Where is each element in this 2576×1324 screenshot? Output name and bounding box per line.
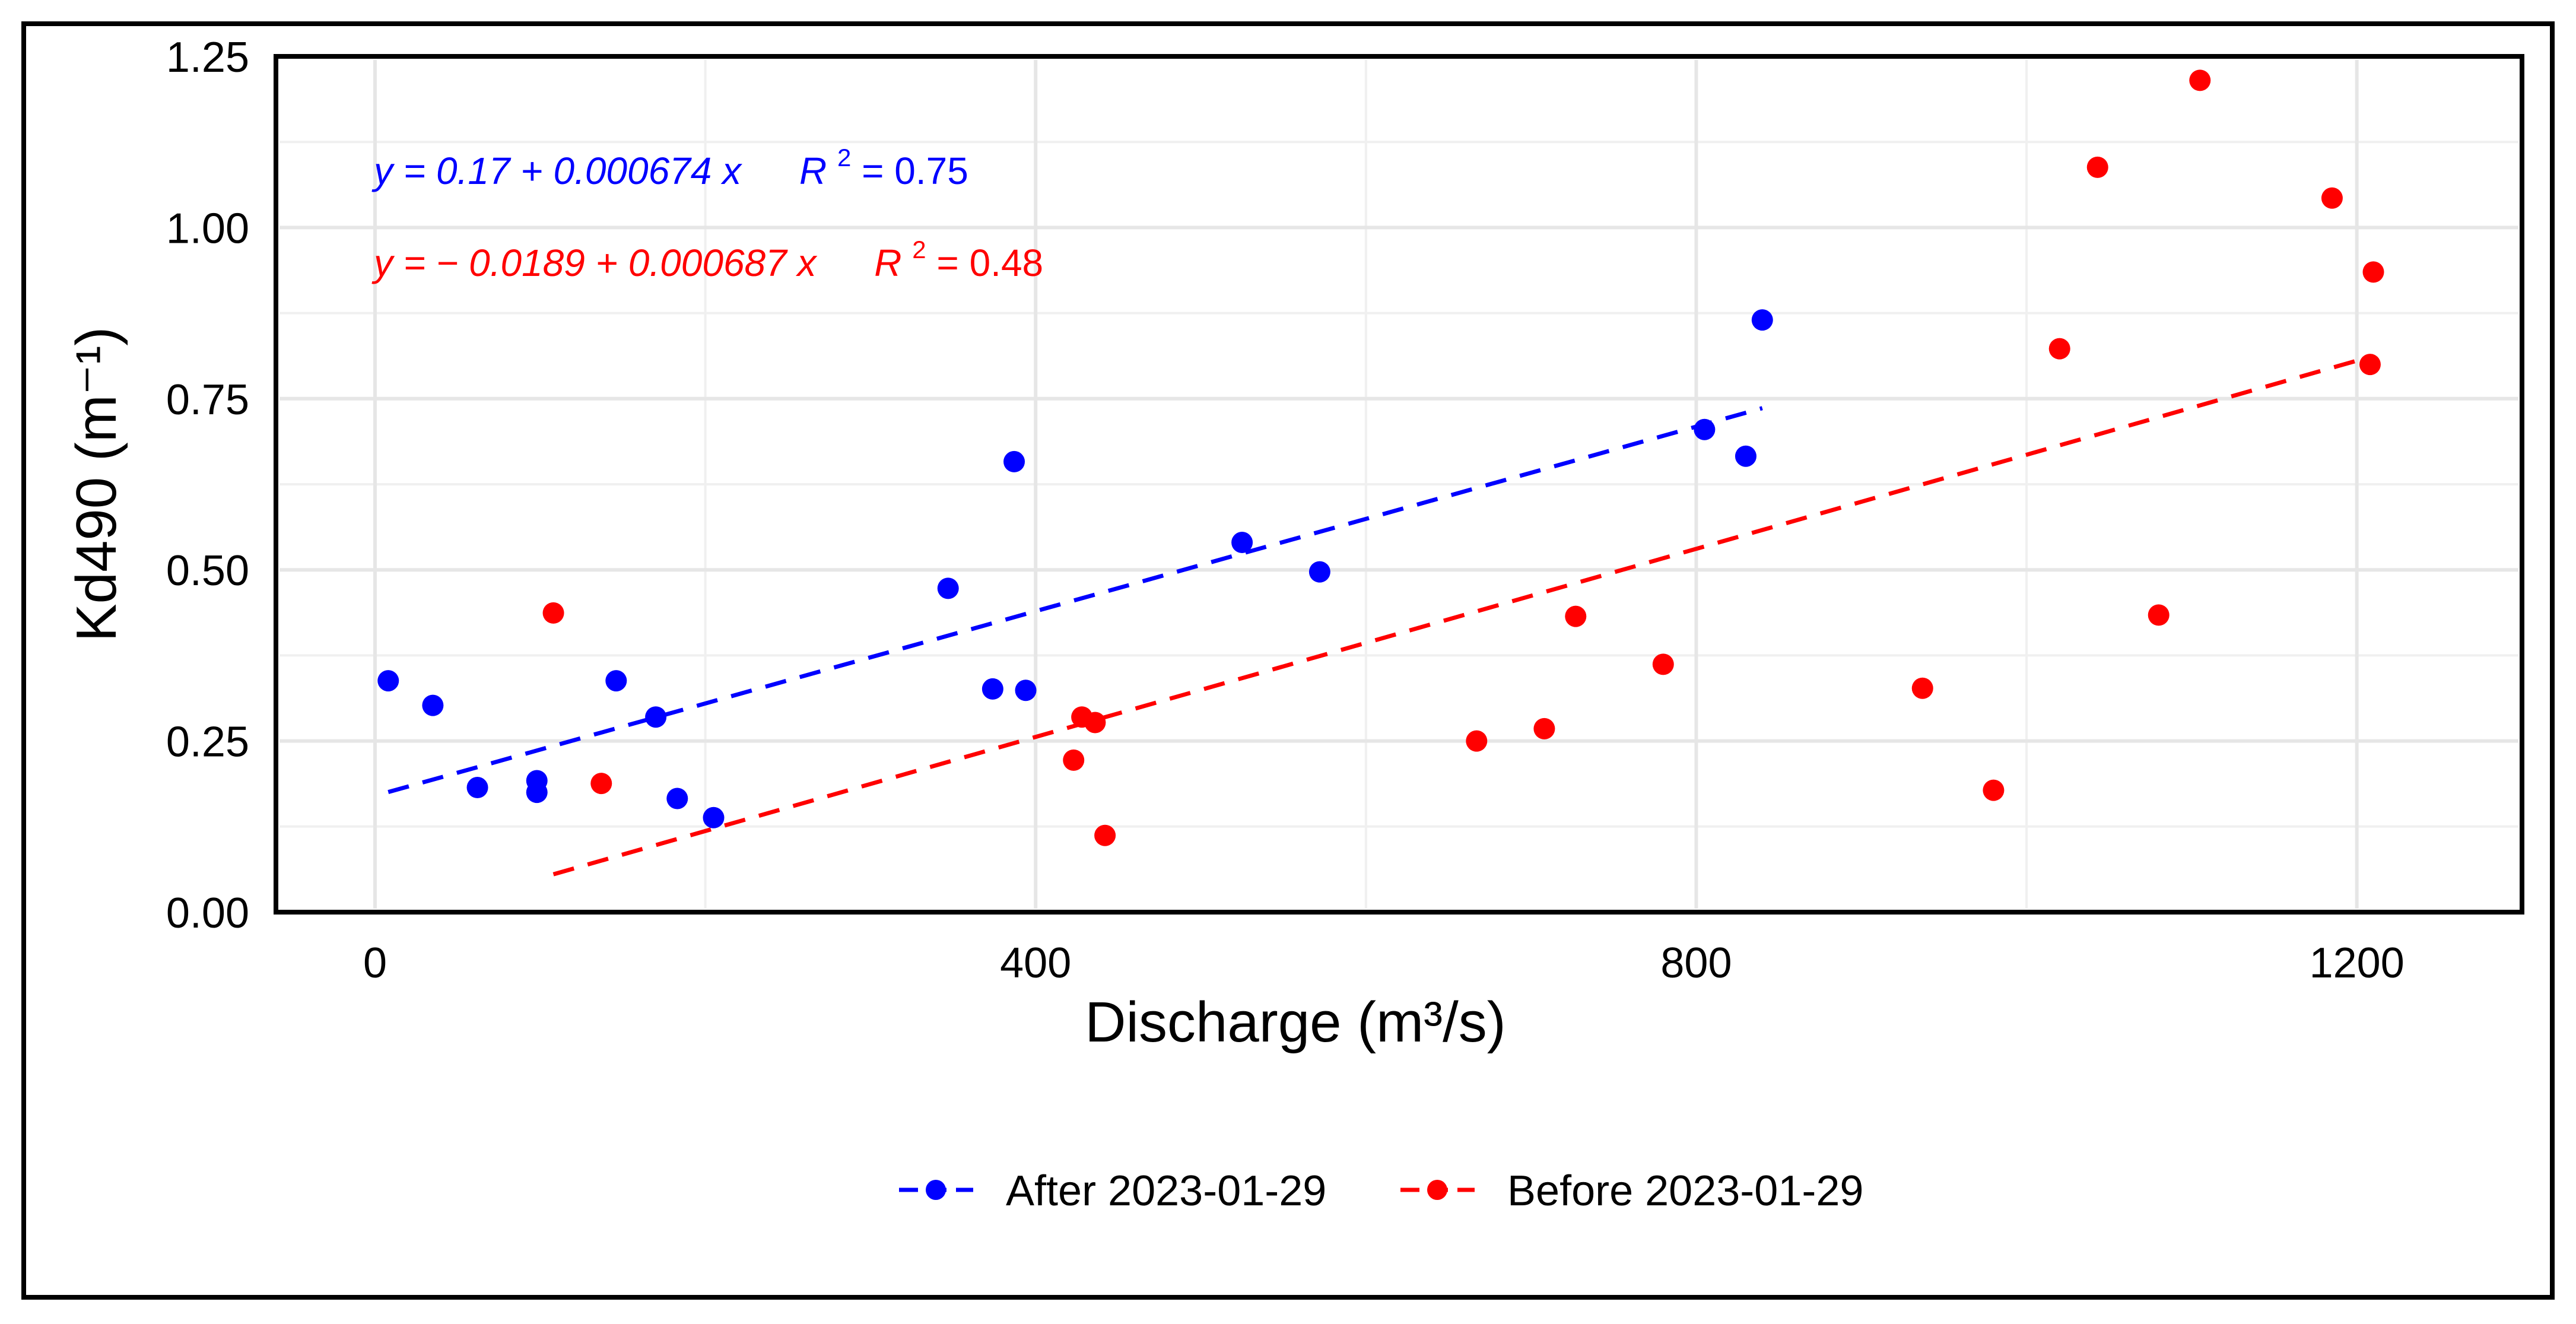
- data-point-before: [2362, 261, 2384, 283]
- equation-before: y = − 0.0189 + 0.000687 x R 2 = 0.48: [371, 224, 1043, 284]
- equation-annotations: y = 0.17 + 0.000674 x R 2 = 0.75 y = − 0…: [371, 132, 1043, 284]
- data-points: [377, 69, 2384, 846]
- grid: [279, 60, 2518, 909]
- legend-marker-before: [1427, 1180, 1447, 1200]
- data-point-before: [2086, 156, 2108, 178]
- data-point-after: [703, 807, 725, 828]
- x-tick-label: 0: [363, 939, 387, 987]
- legend-marker-after: [926, 1180, 946, 1200]
- equation-after-r2-label: R: [799, 150, 827, 192]
- equation-after-r2-value: = 0.75: [862, 150, 968, 192]
- y-tick-label: 0.25: [166, 719, 249, 766]
- data-point-before: [1983, 779, 2005, 801]
- y-tick-label: 1.00: [166, 205, 249, 252]
- axis-ticks: 0 400 800 1200 0.00 0.25 0.50 0.75 1.00 1.25: [166, 34, 2405, 987]
- data-point-after: [526, 782, 548, 804]
- data-point-before: [1565, 605, 1587, 627]
- data-point-after: [466, 777, 488, 799]
- y-axis-title: Kd490 (m⁻¹): [65, 327, 128, 642]
- data-point-before: [590, 773, 612, 795]
- data-point-after: [1694, 418, 1716, 440]
- equation-before-r2-label: R: [874, 242, 901, 284]
- x-tick-label: 800: [1660, 939, 1732, 987]
- data-point-before: [2359, 354, 2381, 376]
- equation-before-r2-sup: 2: [912, 236, 926, 263]
- x-axis-title: Discharge (m³/s): [1085, 990, 1505, 1054]
- equation-after: y = 0.17 + 0.000674 x R 2 = 0.75: [371, 132, 968, 192]
- y-tick-label: 0.50: [166, 547, 249, 595]
- data-point-before: [2189, 69, 2211, 91]
- data-point-after: [422, 694, 444, 716]
- x-tick-label: 400: [1000, 939, 1071, 987]
- data-point-after: [982, 678, 1003, 700]
- equation-after-r2-sup: 2: [837, 144, 851, 172]
- equation-before-text: y = − 0.0189 + 0.000687 x: [371, 242, 818, 284]
- legend: After 2023-01-29 Before 2023-01-29: [899, 1167, 1863, 1215]
- data-point-before: [2048, 338, 2070, 360]
- data-point-before: [1911, 677, 1933, 699]
- data-point-before: [1084, 712, 1106, 734]
- data-point-after: [1231, 532, 1253, 554]
- data-point-before: [2148, 604, 2170, 626]
- data-point-after: [377, 670, 399, 692]
- legend-label-after: After 2023-01-29: [1006, 1167, 1326, 1215]
- y-tick-label: 0.00: [166, 890, 249, 937]
- data-point-before: [1652, 653, 1674, 675]
- data-point-after: [1003, 450, 1025, 472]
- data-point-after: [666, 788, 688, 809]
- x-tick-label: 1200: [2310, 939, 2405, 987]
- data-point-before: [1533, 717, 1555, 739]
- data-point-before: [542, 602, 564, 624]
- data-point-before: [1466, 730, 1488, 752]
- equation-before-r2-value: = 0.48: [936, 242, 1043, 284]
- data-point-after: [1735, 445, 1756, 467]
- fit-line-before: [552, 354, 2374, 877]
- data-point-after: [605, 670, 627, 692]
- data-point-before: [1063, 749, 1085, 771]
- legend-label-before: Before 2023-01-29: [1507, 1167, 1863, 1215]
- fit-line-after: [387, 406, 1763, 795]
- data-point-after: [937, 577, 959, 599]
- equation-after-text: y = 0.17 + 0.000674 x: [371, 150, 742, 192]
- data-point-after: [645, 706, 667, 728]
- data-point-before: [2321, 187, 2343, 209]
- y-tick-label: 1.25: [166, 34, 249, 81]
- data-point-after: [1751, 309, 1773, 331]
- data-point-after: [1308, 561, 1330, 583]
- y-tick-label: 0.75: [166, 376, 249, 424]
- data-point-before: [1094, 824, 1116, 846]
- data-point-after: [1015, 680, 1037, 701]
- fit-lines: [387, 354, 2374, 877]
